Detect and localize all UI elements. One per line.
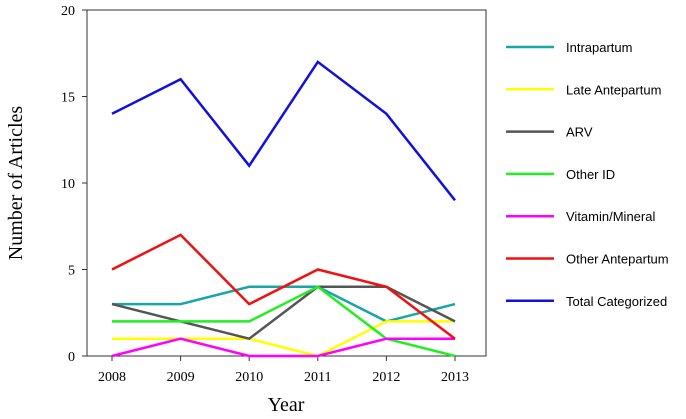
y-tick-label: 20	[61, 4, 75, 19]
y-tick-label: 5	[68, 264, 75, 279]
x-tick-label: 2009	[167, 370, 195, 385]
legend-label: Late Antepartum	[566, 82, 661, 97]
legend-label: Intrapartum	[566, 40, 632, 55]
y-axis: 0 5 10 15 20	[61, 4, 87, 365]
x-tick-label: 2010	[235, 370, 263, 385]
x-tick-label: 2008	[98, 370, 126, 385]
x-axis-title: Year	[268, 394, 305, 416]
legend-label: Total Categorized	[566, 294, 667, 309]
series-line-other-id	[112, 285, 456, 358]
series-line-vitamin-mineral	[111, 337, 455, 358]
legend-label: Other ID	[566, 167, 615, 182]
x-tick-label: 2013	[441, 370, 469, 385]
x-axis: 2008 2009 2010 2011 2012 2013	[98, 356, 469, 385]
legend-label: ARV	[566, 125, 593, 140]
y-axis-title: Number of Articles	[5, 106, 27, 261]
legend-label: Vitamin/Mineral	[566, 209, 655, 224]
series-line-arv	[111, 285, 456, 341]
series-lines	[111, 60, 456, 358]
legend: Intrapartum Late Antepartum ARV Other ID Vit…	[506, 40, 669, 309]
series-line-other-antepartum	[111, 233, 456, 340]
y-tick-label: 10	[61, 177, 75, 192]
y-tick-label: 0	[68, 350, 75, 365]
series-line-total-categorized	[111, 60, 456, 202]
legend-label: Other Antepartum	[566, 252, 669, 267]
x-tick-label: 2012	[372, 370, 400, 385]
y-tick-label: 15	[61, 91, 75, 106]
x-tick-label: 2011	[304, 370, 331, 385]
series-line-late-antepartum	[112, 320, 455, 358]
